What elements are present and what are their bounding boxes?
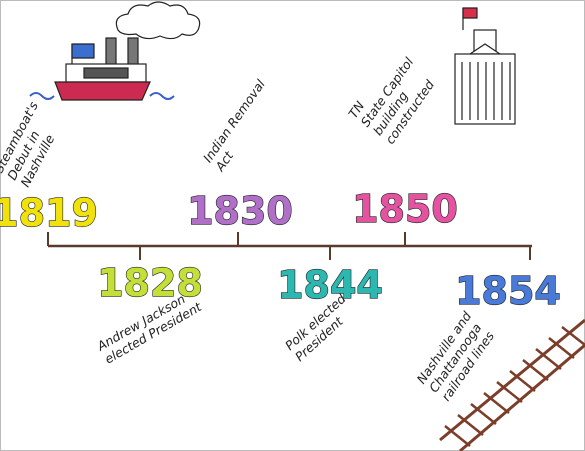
event-year: 1830 [187, 189, 293, 233]
capitol-drawing [454, 7, 516, 125]
steamboat-drawing [29, 1, 201, 101]
event-year: 1819 [0, 191, 98, 235]
railroad-drawing [439, 318, 585, 451]
event-year: 1844 [277, 263, 383, 307]
event-year: 1854 [455, 269, 561, 313]
event-year: 1850 [352, 187, 458, 231]
event-year: 1828 [97, 261, 203, 305]
